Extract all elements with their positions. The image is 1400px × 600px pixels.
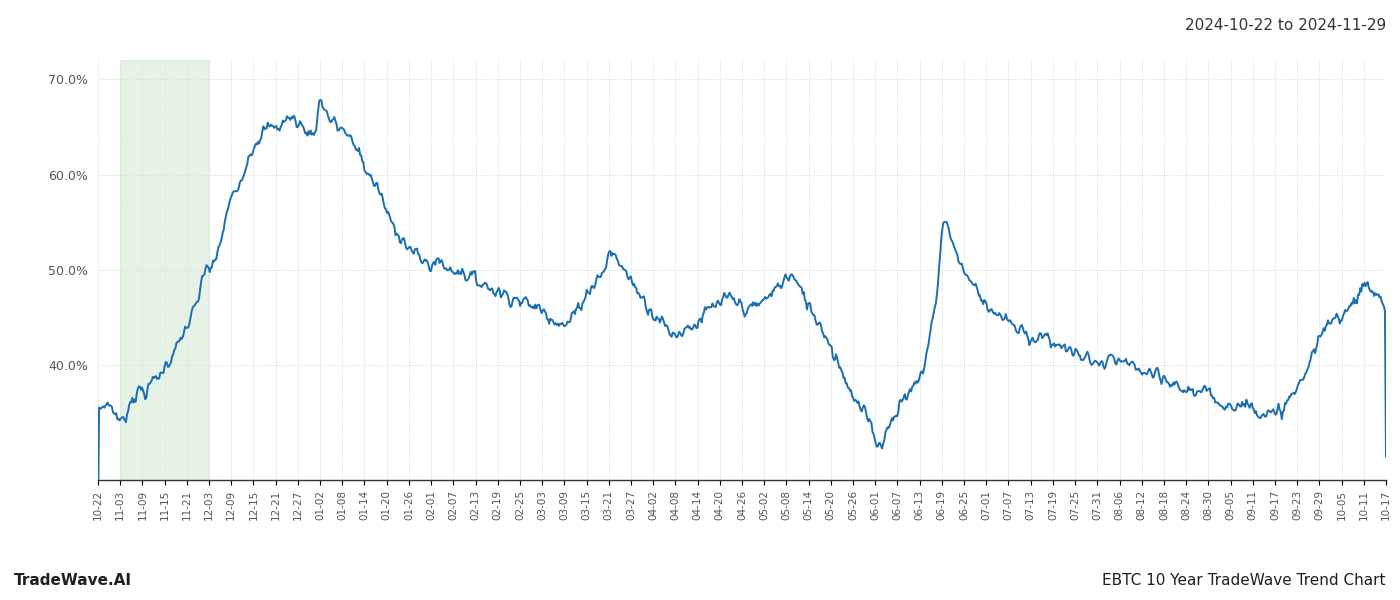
Text: EBTC 10 Year TradeWave Trend Chart: EBTC 10 Year TradeWave Trend Chart — [1103, 573, 1386, 588]
Bar — [120, 60, 209, 480]
Text: 2024-10-22 to 2024-11-29: 2024-10-22 to 2024-11-29 — [1184, 18, 1386, 33]
Text: TradeWave.AI: TradeWave.AI — [14, 573, 132, 588]
